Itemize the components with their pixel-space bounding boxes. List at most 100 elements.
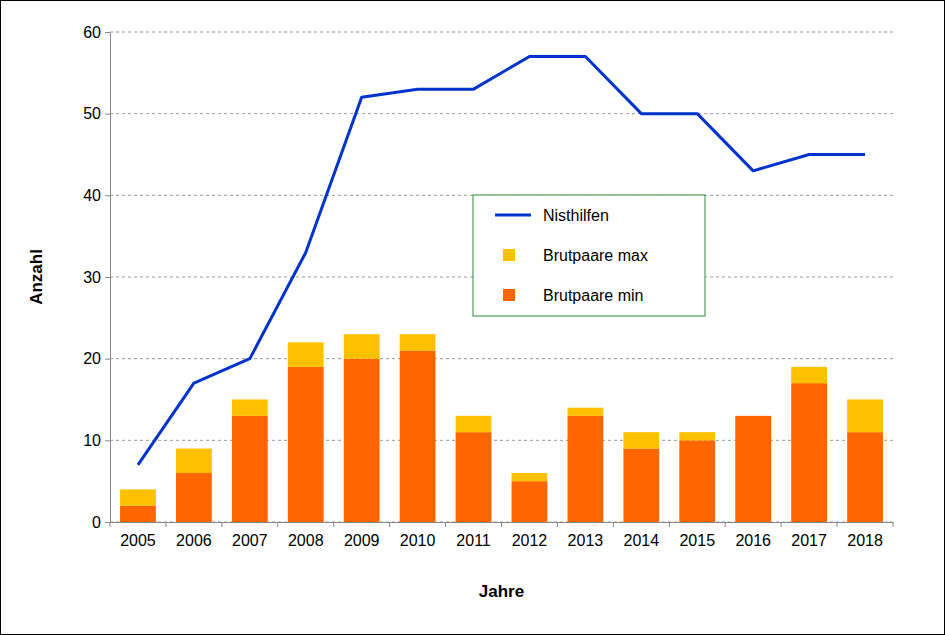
tick-label: 2016 [735, 532, 771, 549]
legend-box [473, 195, 705, 316]
marks [120, 57, 883, 523]
tick-mark [105, 114, 110, 115]
legend-swatch [495, 214, 531, 217]
tick-mark [105, 440, 110, 441]
tick-label: 2007 [232, 532, 268, 549]
tick: 50 [83, 105, 110, 122]
line [138, 57, 865, 465]
tick: 20 [83, 350, 110, 367]
tick-label: 0 [92, 514, 101, 531]
bar-series [120, 351, 883, 523]
separator [110, 522, 111, 527]
bar [847, 432, 883, 522]
bar [735, 415, 771, 416]
tick: 2012 [512, 522, 548, 549]
tick-label: 2012 [512, 532, 548, 549]
y-axis: 0 10 20 30 40 50 60 [83, 24, 110, 531]
bar [232, 416, 268, 522]
tick-label: 2014 [624, 532, 660, 549]
tick: 60 [83, 24, 110, 41]
bar [288, 342, 324, 367]
tick-label: 2018 [847, 532, 883, 549]
separator [613, 522, 614, 527]
tick: 2018 [847, 522, 883, 549]
separator [333, 522, 334, 527]
separator [389, 522, 390, 527]
bar [791, 367, 827, 383]
plot: 0 10 20 30 40 50 60 2005 2006 2007 2008 2009 2010 201… [83, 24, 893, 549]
tick-label: 2013 [568, 532, 604, 549]
grid-line [110, 32, 893, 33]
bar [567, 416, 603, 522]
tick: 2007 [232, 522, 268, 549]
tick: 2011 [456, 522, 491, 549]
tick: 2006 [176, 522, 212, 549]
tick: 0 [92, 514, 110, 531]
tick: 2013 [568, 522, 604, 549]
frame [1, 1, 945, 635]
bar [512, 473, 548, 481]
tick-label: 60 [83, 24, 101, 41]
bar [288, 367, 324, 522]
tick-label: 2006 [176, 532, 212, 549]
tick: 2008 [288, 522, 324, 549]
bar [176, 449, 212, 474]
grid-line [110, 440, 893, 441]
tick-label: 2015 [679, 532, 715, 549]
legend: NisthilfenBrutpaare maxBrutpaare min [473, 195, 705, 316]
tick-mark [105, 195, 110, 196]
legend-label: Brutpaare min [543, 287, 644, 304]
tick-label: 2005 [120, 532, 156, 549]
bar [344, 334, 380, 359]
separator [725, 522, 726, 527]
separator [165, 522, 166, 527]
tick-label: 10 [83, 432, 101, 449]
tick-label: 40 [83, 187, 101, 204]
separator [277, 522, 278, 527]
chart: 0 10 20 30 40 50 60 2005 2006 2007 2008 2009 2010 201… [0, 0, 945, 635]
bar [791, 383, 827, 522]
tick-mark [105, 522, 110, 523]
bar [456, 432, 492, 522]
bar [512, 481, 548, 522]
tick: 2015 [679, 522, 715, 549]
bar [120, 506, 156, 522]
tick-label: 20 [83, 350, 101, 367]
tick-label: 2009 [344, 532, 380, 549]
separator [669, 522, 670, 527]
legend-label: Nisthilfen [543, 207, 609, 224]
tick-label: 2010 [400, 532, 436, 549]
bar [120, 489, 156, 505]
grid-line [110, 358, 893, 359]
grid-line [110, 113, 893, 114]
y-axis-title: Anzahl [27, 249, 46, 305]
tick: 40 [83, 187, 110, 204]
tick: 2017 [791, 522, 827, 549]
separator [221, 522, 222, 527]
tick-mark [105, 359, 110, 360]
tick-label: 30 [83, 269, 101, 286]
x-axis: 2005 2006 2007 2008 2009 2010 2011 2012 2013 2014… [110, 522, 894, 549]
tick-mark [105, 277, 110, 278]
tick-label: 2008 [288, 532, 324, 549]
legend-swatch [503, 289, 515, 301]
tick: 10 [83, 432, 110, 449]
bar [176, 473, 212, 522]
tick-label: 2017 [791, 532, 827, 549]
x-axis-title: Jahre [479, 582, 524, 601]
bar [400, 334, 436, 350]
bar [567, 408, 603, 416]
separator [893, 522, 894, 527]
tick-label: 50 [83, 105, 101, 122]
tick: 2009 [344, 522, 380, 549]
bar [679, 432, 715, 440]
tick: 2005 [120, 522, 156, 549]
tick-label: 2011 [456, 532, 491, 549]
axis-line [110, 33, 111, 523]
separator [781, 522, 782, 527]
bar [400, 351, 436, 523]
separator [837, 522, 838, 527]
grid [110, 32, 893, 522]
tick: 30 [83, 269, 110, 286]
legend-swatch [503, 249, 515, 261]
